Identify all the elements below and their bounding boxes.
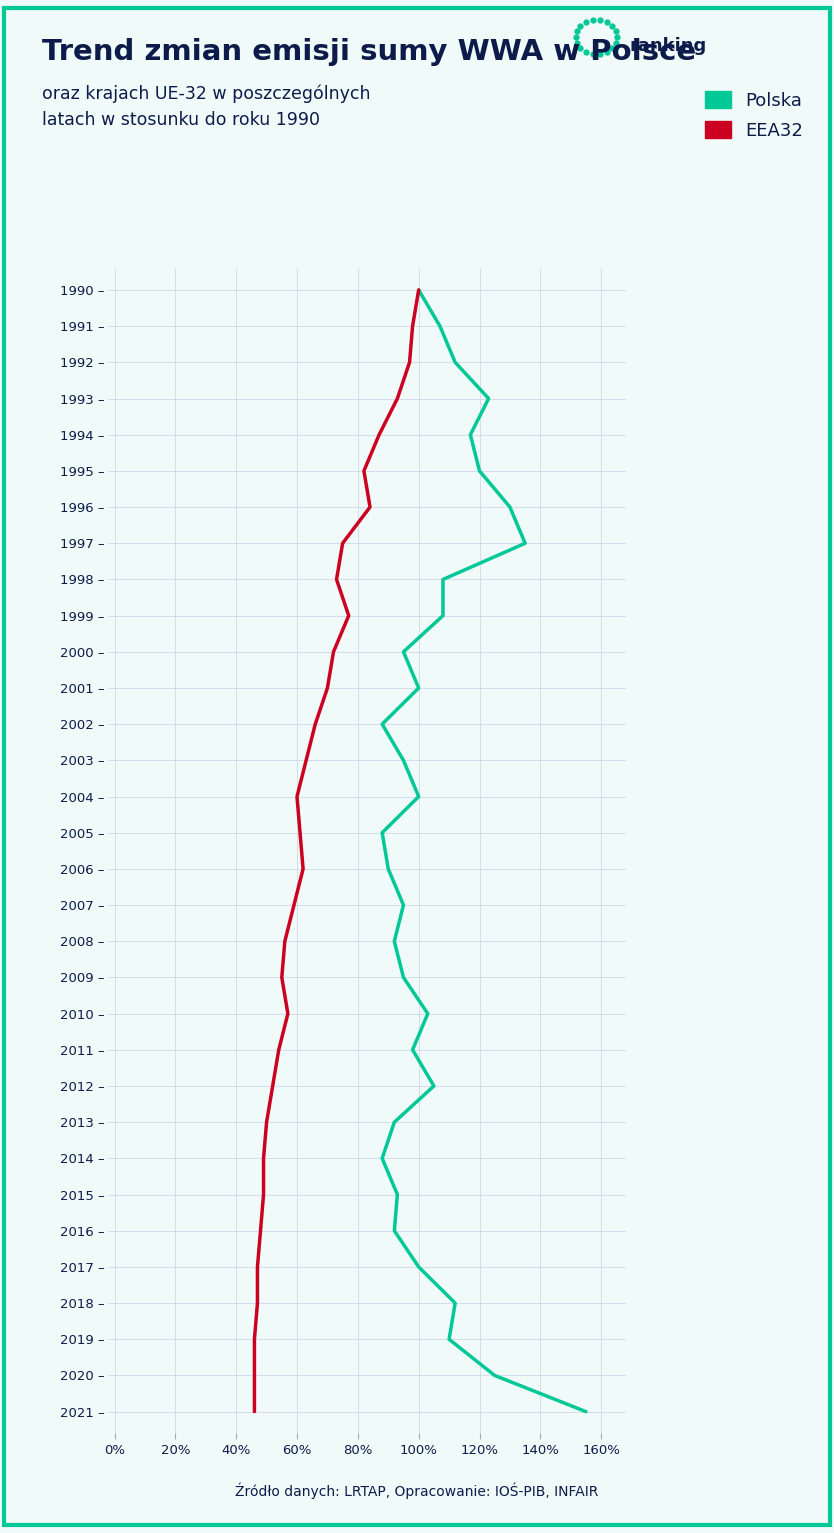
- Text: Źródło danych: LRTAP, Opracowanie: IOŚ-PIB, INFAIR: Źródło danych: LRTAP, Opracowanie: IOŚ-P…: [235, 1482, 599, 1499]
- Legend: Polska, EEA32: Polska, EEA32: [700, 86, 808, 146]
- Text: oraz krajach UE-32 w poszczególnych
latach w stosunku do roku 1990: oraz krajach UE-32 w poszczególnych lata…: [42, 84, 370, 129]
- Text: Trend zmian emisji sumy WWA w Polsce: Trend zmian emisji sumy WWA w Polsce: [42, 38, 696, 66]
- Text: ranking: ranking: [630, 37, 707, 55]
